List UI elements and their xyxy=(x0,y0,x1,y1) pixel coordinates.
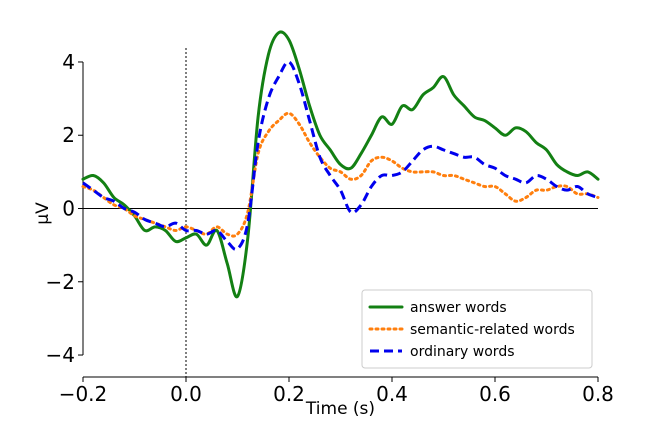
legend-box xyxy=(361,289,593,369)
legend: answer words semantic-related words ordina… xyxy=(361,289,593,369)
x-tick-label: 0.6 xyxy=(479,382,511,406)
legend-label: semantic-related words xyxy=(410,322,575,338)
series-layer xyxy=(81,30,600,299)
legend-label: answer words xyxy=(410,300,507,316)
y-ticks: −4 −2 0 2 4 xyxy=(46,50,83,367)
series-line-semantic-related-words xyxy=(81,111,600,238)
series-line-ordinary-words xyxy=(82,60,599,251)
y-tick-label: 2 xyxy=(62,123,75,147)
y-axis-label: μV xyxy=(33,202,53,225)
x-ticks: −0.2 0.0 0.2 0.4 0.6 0.8 xyxy=(59,377,614,406)
x-tick-label: 0.8 xyxy=(582,382,614,406)
series-line-answer-words xyxy=(81,30,600,299)
y-tick-label: −2 xyxy=(46,270,75,294)
x-tick-label: −0.2 xyxy=(59,382,108,406)
x-tick-label: 0.0 xyxy=(170,382,202,406)
x-tick-label: 0.4 xyxy=(376,382,408,406)
y-tick-label: 4 xyxy=(62,50,75,74)
y-tick-label: 0 xyxy=(62,197,75,221)
x-axis-label: Time (s) xyxy=(305,399,375,419)
y-tick-label: −4 xyxy=(46,343,75,367)
x-tick-label: 0.2 xyxy=(273,382,305,406)
legend-label: ordinary words xyxy=(410,344,515,360)
